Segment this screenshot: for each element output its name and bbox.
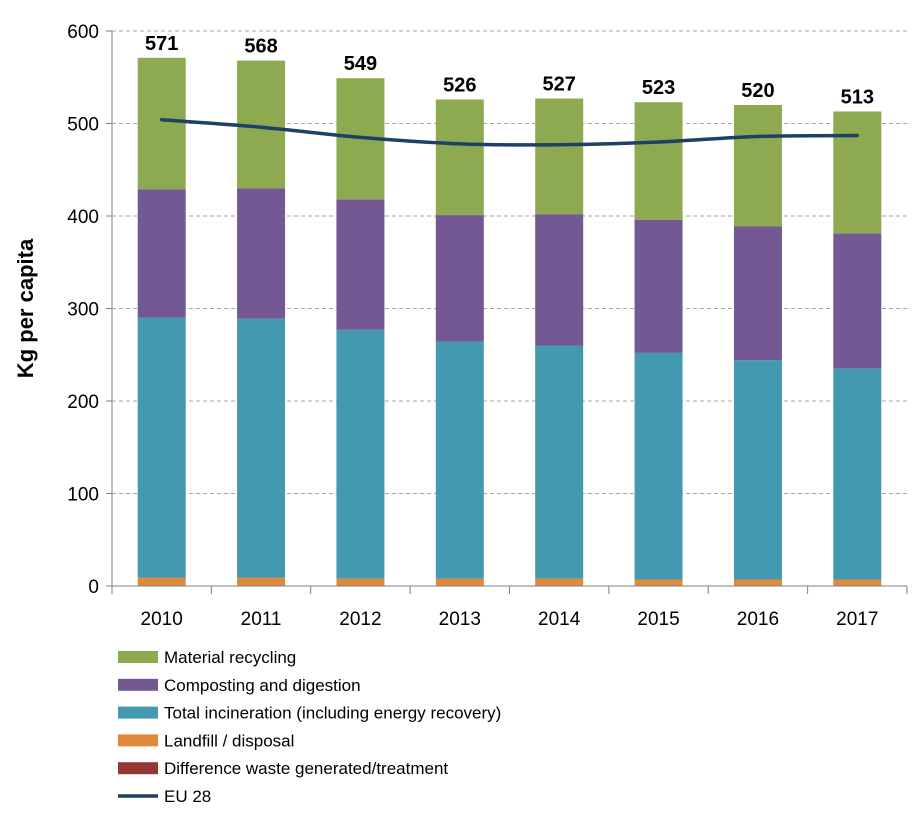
legend-swatch: [118, 762, 158, 775]
bar-segment-composting-and-digestion-2011: [237, 188, 286, 319]
total-label-2011: 568: [244, 36, 277, 58]
legend-label: Composting and digestion: [164, 676, 361, 695]
y-tick-label: 300: [67, 300, 99, 321]
total-label-2012: 549: [344, 53, 377, 75]
bar-segment-composting-and-digestion-2017: [833, 233, 882, 369]
legend-item-composting-and-digestion: Composting and digestion: [118, 676, 361, 695]
legend-label: EU 28: [164, 787, 211, 806]
total-label-2014: 527: [543, 74, 576, 96]
x-tick-label-2015: 2015: [637, 609, 679, 630]
bar-segment-total-incineration-including-energy-recovery-2014: [535, 345, 584, 579]
bar-segment-material-recycling-2017: [833, 111, 882, 234]
total-label-2015: 523: [642, 77, 675, 99]
x-tick-label-2012: 2012: [339, 609, 381, 630]
eu28-line-layer: [159, 118, 860, 147]
bar-segment-total-incineration-including-energy-recovery-2017: [833, 368, 882, 580]
eu28-line: [159, 118, 860, 147]
legend-swatch: [118, 651, 158, 663]
bar-segment-composting-and-digestion-2012: [336, 199, 385, 330]
bar-segment-material-recycling-2010: [137, 57, 186, 190]
legend-label: Material recycling: [164, 648, 296, 667]
legend-swatch: [118, 706, 158, 719]
gridlines: [112, 30, 907, 494]
bar-segment-landfill-disposal-2017: [833, 579, 882, 586]
bar-segment-material-recycling-2016: [733, 105, 782, 227]
y-tick-label: 0: [88, 577, 99, 598]
bar-segment-total-incineration-including-energy-recovery-2016: [733, 360, 782, 580]
bar-segment-landfill-disposal-2010: [137, 577, 186, 586]
bar-segment-landfill-disposal-2011: [237, 577, 286, 586]
y-tick-label: 400: [67, 207, 99, 228]
legend: Material recycling Composting and digesti…: [118, 648, 501, 806]
legend-label: Total incineration (including energy rec…: [164, 704, 501, 723]
bar-segment-composting-and-digestion-2010: [137, 189, 186, 318]
x-tick-label-2010: 2010: [141, 609, 183, 630]
y-tick-label: 100: [67, 485, 99, 506]
bar-segment-total-incineration-including-energy-recovery-2012: [336, 329, 385, 579]
total-label-2013: 526: [443, 74, 476, 96]
bar-segment-landfill-disposal-2012: [336, 578, 385, 586]
total-label-2010: 571: [145, 33, 178, 55]
legend-item-difference-waste-generated-treatment: Difference waste generated/treatment: [118, 759, 448, 778]
total-labels: 571 568 549 526 527 523 520 513: [145, 33, 874, 109]
legend-swatch: [118, 678, 158, 691]
bar-segment-composting-and-digestion-2015: [634, 219, 683, 353]
legend-item-eu-28: EU 28: [118, 787, 211, 806]
legend-label: Difference waste generated/treatment: [164, 759, 448, 778]
legend-item-landfill-disposal: Landfill / disposal: [118, 731, 294, 750]
y-tick-label: 200: [67, 392, 99, 413]
bar-segment-landfill-disposal-2016: [733, 579, 782, 586]
bar-segment-composting-and-digestion-2014: [535, 214, 584, 346]
axes: 0 100 200 300 400 500 600 2010 2011 2012 2013 2014 2…: [67, 22, 908, 630]
x-tick-label-2013: 2013: [439, 609, 481, 630]
legend-swatch: [118, 734, 158, 747]
bar-segment-material-recycling-2015: [634, 102, 683, 220]
x-tick-label-2016: 2016: [737, 609, 779, 630]
legend-item-material-recycling: Material recycling: [118, 648, 296, 667]
y-axis-label: Kg per capita: [13, 238, 38, 378]
y-tick-label: 600: [67, 22, 99, 43]
bar-segment-composting-and-digestion-2013: [435, 215, 484, 342]
x-tick-label-2011: 2011: [241, 609, 282, 630]
bar-segment-total-incineration-including-energy-recovery-2015: [634, 352, 683, 580]
bar-segment-landfill-disposal-2013: [435, 578, 484, 586]
bar-segment-landfill-disposal-2015: [634, 579, 683, 586]
x-tick-label-2014: 2014: [538, 609, 581, 630]
total-label-2016: 520: [741, 80, 774, 102]
y-tick-label: 500: [67, 115, 99, 136]
bar-segment-total-incineration-including-energy-recovery-2010: [137, 317, 186, 578]
bars: [137, 57, 882, 586]
x-tick-label-2017: 2017: [836, 609, 878, 630]
bar-segment-total-incineration-including-energy-recovery-2013: [435, 341, 484, 579]
legend-label: Landfill / disposal: [164, 731, 294, 750]
bar-segment-landfill-disposal-2014: [535, 578, 584, 586]
bar-segment-total-incineration-including-energy-recovery-2011: [237, 318, 286, 578]
legend-item-total-incineration-including-energy-recovery: Total incineration (including energy rec…: [118, 704, 501, 723]
bar-segment-composting-and-digestion-2016: [733, 226, 782, 361]
bar-segment-material-recycling-2014: [535, 98, 584, 215]
bar-segment-material-recycling-2013: [435, 99, 484, 216]
total-label-2017: 513: [841, 86, 874, 108]
